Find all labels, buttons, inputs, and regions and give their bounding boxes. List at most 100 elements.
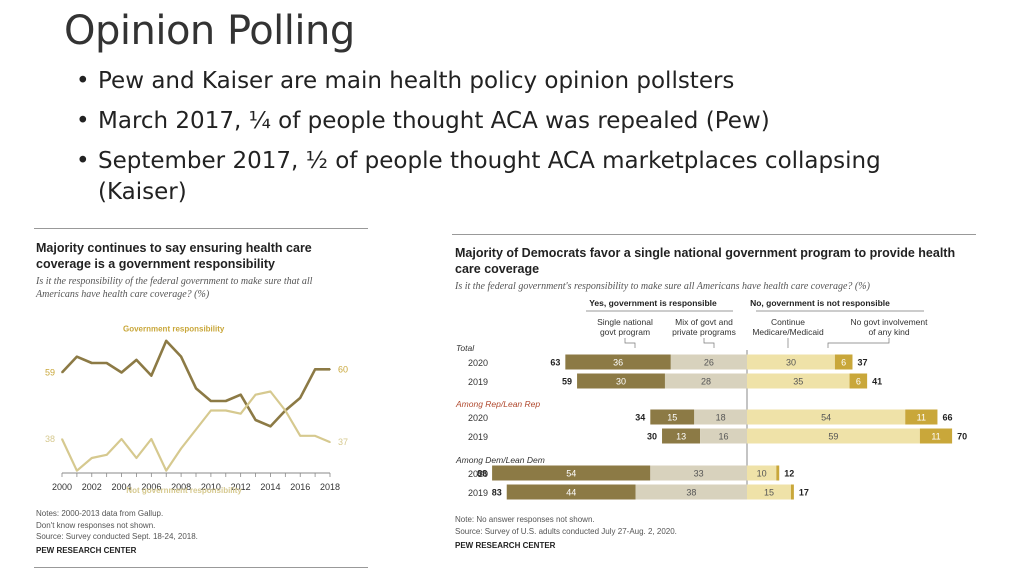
row-year-label: 2019 <box>468 432 488 442</box>
bullet-item: • Pew and Kaiser are main health policy o… <box>72 66 972 97</box>
line-chart: 2000 2002 2004 2006 2008 2010 2012 2014 2016 2018… <box>45 324 348 495</box>
x-tick-label: 2002 <box>82 482 102 492</box>
bar-value-continue: 54 <box>821 413 831 423</box>
data-point <box>135 359 138 361</box>
bar-value-mix: 18 <box>716 413 726 423</box>
bar-continue-medicare <box>747 465 777 481</box>
left-chart-title: Majority continues to say ensuring healt… <box>36 241 312 271</box>
left-chart-panel: Majority continues to say ensuring healt… <box>34 228 368 570</box>
data-point <box>314 368 316 371</box>
no-total-label: 70 <box>957 432 967 442</box>
bar-value-continue: 59 <box>828 432 838 442</box>
legend-connector <box>624 338 636 348</box>
data-point <box>165 469 168 472</box>
series-label-not-government: Not government responsibility <box>126 486 242 495</box>
end-value-label: 60 <box>338 364 348 374</box>
data-point <box>180 447 182 450</box>
yes-total-label: 88 <box>477 469 487 479</box>
bullet-dot-icon: • <box>76 108 90 134</box>
bottom-rule <box>34 567 368 568</box>
x-tick-label: 2006 <box>141 482 161 492</box>
top-rule <box>452 234 976 235</box>
bullet-item: • September 2017, ½ of people thought ACA… <box>72 146 888 208</box>
yes-total-label: 83 <box>492 488 502 498</box>
bar-mix-govt-private <box>670 354 747 370</box>
data-point <box>61 438 63 440</box>
group-label: Total <box>456 343 475 353</box>
x-tick-label: 2012 <box>231 482 251 492</box>
right-chart-panel: Majority of Democrats favor a single nat… <box>452 234 976 554</box>
bar-mix-govt-private <box>664 373 747 389</box>
bar-value-single: 36 <box>613 358 623 368</box>
x-tick-label: 2014 <box>260 482 280 492</box>
data-point <box>105 454 108 456</box>
bar-value-single: 44 <box>566 488 576 498</box>
bullet-text: September 2017, ½ of people thought ACA … <box>98 148 881 205</box>
slide-title: Opinion Polling <box>64 8 355 54</box>
row-year-label: 2020 <box>468 358 488 368</box>
right-chart-notes: Note: No answer responses not shown. Sou… <box>455 514 677 537</box>
start-value-label: 59 <box>45 368 55 378</box>
yes-total-label: 34 <box>635 413 645 423</box>
row-year-label: 2020 <box>468 413 488 423</box>
x-tick-label: 2004 <box>112 482 132 492</box>
data-point <box>224 400 227 402</box>
bar-value-no-govt: 11 <box>931 432 940 442</box>
bar-mix-govt-private <box>650 465 747 481</box>
yes-total-label: 63 <box>550 358 560 368</box>
data-point <box>120 438 123 440</box>
data-point <box>224 409 227 412</box>
bullet-list: • Pew and Kaiser are main health policy o… <box>72 66 972 217</box>
bar-value-continue: 15 <box>764 488 774 498</box>
bar-no-govt <box>776 465 780 481</box>
bar-value-mix: 16 <box>719 432 729 442</box>
bar-continue-medicare <box>747 428 920 444</box>
x-tick-label: 2016 <box>290 482 310 492</box>
data-point <box>150 438 153 440</box>
start-value-label: 38 <box>45 434 55 444</box>
data-point <box>254 393 257 396</box>
data-point <box>150 374 153 377</box>
no-total-label: 12 <box>784 469 794 479</box>
left-chart-notes: Notes: 2000-2013 data from Gallup. Don't… <box>36 508 198 543</box>
legend-label-2: Mix of govt and private programs <box>672 317 736 337</box>
no-total-label: 41 <box>872 377 882 387</box>
no-total-label: 17 <box>799 488 809 498</box>
series-label-government: Government responsibility <box>123 324 225 333</box>
data-point <box>76 469 78 472</box>
data-point <box>90 362 93 364</box>
bar-single-national <box>492 465 651 481</box>
data-point <box>210 400 212 402</box>
bar-no-govt <box>919 428 953 444</box>
data-point <box>284 409 287 412</box>
x-tick-label: 2018 <box>320 482 340 492</box>
x-tick-label: 2000 <box>52 482 72 492</box>
data-point <box>195 387 197 390</box>
legend-label-3: Continue Medicare/Medicaid <box>752 317 824 337</box>
bar-single-national <box>662 428 701 444</box>
data-point <box>76 355 78 358</box>
bullet-dot-icon: • <box>76 68 90 94</box>
yes-total-label: 59 <box>562 377 572 387</box>
group-label: Among Rep/Lean Rep <box>455 399 540 409</box>
bar-single-national <box>565 354 671 370</box>
legend-connector <box>703 338 715 348</box>
series-line <box>61 339 330 428</box>
legend-label-4: No govt involvement of any kind <box>850 317 928 337</box>
top-rule <box>34 228 368 229</box>
data-point <box>254 419 257 421</box>
data-point <box>105 362 108 364</box>
row-year-label: 2020 <box>468 469 488 479</box>
bar-mix-govt-private <box>635 484 747 500</box>
no-total-label: 66 <box>942 413 952 423</box>
bar-value-mix: 26 <box>704 358 714 368</box>
left-chart-subtitle: Is it the responsibility of the federal … <box>36 276 313 300</box>
data-point <box>135 457 138 459</box>
bar-value-no-govt: 6 <box>856 377 861 387</box>
data-point <box>239 412 242 415</box>
data-point <box>299 397 302 399</box>
bar-value-single: 15 <box>667 413 677 423</box>
bar-mix-govt-private <box>700 428 747 444</box>
bar-value-single: 13 <box>676 432 686 442</box>
bar-chart: Yes, government is responsible No, govern… <box>455 298 967 500</box>
